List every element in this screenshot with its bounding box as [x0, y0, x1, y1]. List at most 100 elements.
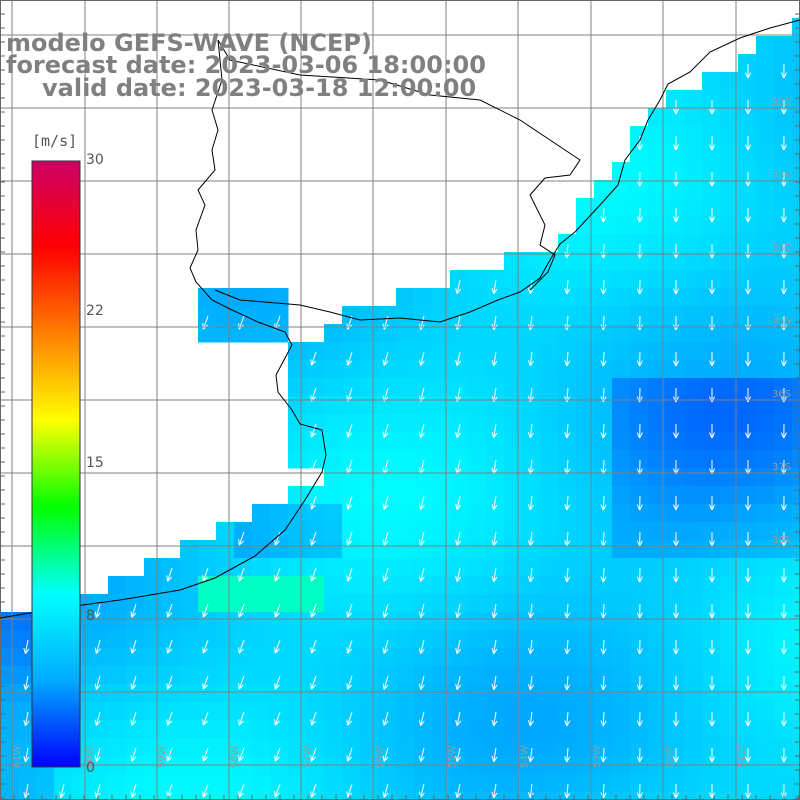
wind-speed-cell: [612, 612, 631, 631]
wind-speed-cell: [720, 234, 739, 253]
wind-speed-cell: [234, 684, 253, 703]
wind-speed-cell: [180, 540, 199, 559]
wind-speed-cell: [342, 558, 361, 577]
wind-speed-cell: [756, 162, 775, 181]
wind-arrow: [672, 351, 679, 367]
wind-speed-cell: [198, 684, 217, 703]
wind-speed-cell: [594, 630, 613, 649]
wind-arrow: [672, 207, 679, 223]
wind-speed-cell: [558, 702, 577, 721]
wind-speed-cell: [198, 666, 217, 685]
wind-speed-cell: [756, 648, 775, 667]
wind-speed-cell: [234, 630, 253, 649]
wind-speed-cell: [684, 720, 703, 739]
wind-speed-cell: [612, 630, 631, 649]
wind-speed-cell: [738, 72, 757, 91]
wind-speed-cell: [594, 360, 613, 379]
wind-speed-cell: [468, 288, 487, 307]
wind-speed-cell: [468, 630, 487, 649]
wind-speed-cell: [738, 558, 757, 577]
wind-arrow: [564, 567, 571, 583]
wind-speed-cell: [432, 540, 451, 559]
wind-speed-cell: [360, 486, 379, 505]
wind-speed-cell: [180, 612, 199, 631]
wind-speed-cell: [378, 594, 397, 613]
wind-speed-cell: [684, 288, 703, 307]
wind-speed-cell: [576, 540, 595, 559]
wind-speed-cell: [720, 216, 739, 235]
wind-speed-cell: [486, 576, 505, 595]
wind-speed-cell: [288, 630, 307, 649]
wind-speed-cell: [108, 792, 127, 800]
wind-speed-cell: [774, 288, 793, 307]
wind-speed-cell: [612, 378, 631, 397]
wind-speed-cell: [540, 504, 559, 523]
wind-speed-cell: [414, 504, 433, 523]
wind-speed-cell: [738, 270, 757, 289]
wind-speed-cell: [468, 666, 487, 685]
wind-speed-cell: [612, 450, 631, 469]
wind-speed-cell: [522, 594, 541, 613]
wind-speed-cell: [144, 738, 163, 757]
wind-speed-cell: [666, 612, 685, 631]
wind-speed-cell: [252, 666, 271, 685]
wind-arrow: [238, 531, 245, 546]
wind-arrow: [636, 567, 643, 583]
wind-speed-cell: [342, 684, 361, 703]
wind-arrow: [744, 639, 752, 655]
wind-speed-cell: [486, 414, 505, 433]
wind-speed-cell: [288, 378, 307, 397]
wind-speed-cell: [756, 198, 775, 217]
wind-speed-cell: [360, 504, 379, 523]
wind-speed-cell: [270, 774, 289, 793]
wind-speed-cell: [504, 720, 523, 739]
wind-speed-cell: [738, 306, 757, 325]
wind-speed-cell: [774, 90, 793, 109]
wind-speed-cell: [288, 792, 307, 800]
wind-speed-cell: [558, 324, 577, 343]
wind-speed-cell: [342, 450, 361, 469]
wind-speed-cell: [486, 450, 505, 469]
wind-speed-cell: [216, 720, 235, 739]
wind-speed-cell: [486, 666, 505, 685]
wind-speed-cell: [396, 540, 415, 559]
wind-arrow: [23, 639, 30, 655]
wind-speed-cell: [756, 486, 775, 505]
wind-speed-cell: [630, 684, 649, 703]
wind-speed-cell: [396, 360, 415, 379]
wind-speed-cell: [756, 738, 775, 757]
wind-arrow: [527, 675, 534, 691]
wind-speed-cell: [612, 468, 631, 487]
wind-speed-cell: [522, 558, 541, 577]
wind-speed-cell: [486, 594, 505, 613]
wind-speed-cell: [126, 612, 145, 631]
wind-speed-cell: [504, 450, 523, 469]
wind-speed-cell: [576, 774, 595, 793]
wind-speed-cell: [486, 396, 505, 415]
wind-speed-cell: [558, 504, 577, 523]
wind-speed-cell: [342, 342, 361, 361]
wind-speed-cell: [756, 270, 775, 289]
wind-speed-cell: [342, 576, 361, 595]
wind-speed-cell: [396, 630, 415, 649]
wind-speed-cell: [486, 504, 505, 523]
wind-speed-cell: [540, 486, 559, 505]
wind-speed-cell: [162, 774, 181, 793]
wind-speed-cell: [198, 792, 217, 800]
wind-speed-cell: [450, 432, 469, 451]
wind-speed-cell: [612, 648, 631, 667]
lat-label: 36S: [772, 389, 791, 400]
wind-speed-cell: [756, 666, 775, 685]
wind-speed-cell: [216, 306, 235, 325]
wind-speed-cell: [774, 324, 793, 343]
wind-speed-cell: [180, 576, 199, 595]
wind-speed-cell: [468, 522, 487, 541]
wind-arrow: [455, 423, 462, 439]
wind-arrow: [636, 711, 643, 727]
wind-speed-cell: [378, 720, 397, 739]
wind-speed-cell: [342, 522, 361, 541]
wind-speed-cell: [756, 252, 775, 271]
wind-arrow: [564, 351, 571, 367]
wind-speed-cell: [612, 342, 631, 361]
wind-speed-cell: [0, 792, 19, 800]
